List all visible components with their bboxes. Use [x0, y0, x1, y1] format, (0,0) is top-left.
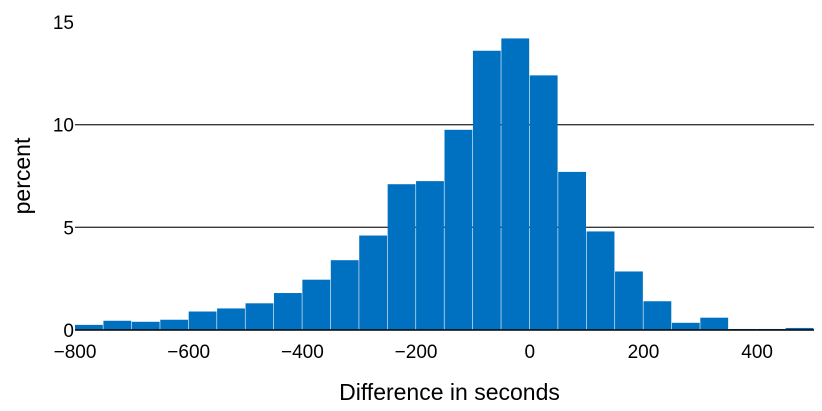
histogram-bar-9 [330, 260, 359, 330]
histogram-bar-0 [75, 324, 103, 330]
histogram-bar-7 [273, 293, 302, 330]
y-tick-label: 10 [53, 116, 74, 137]
x-tick-label: 400 [741, 342, 773, 363]
histogram-bar-20 [643, 301, 672, 330]
x-tick-label: −200 [395, 342, 438, 363]
histogram-bar-14 [472, 50, 501, 330]
histogram-bar-17 [558, 171, 587, 330]
y-tick-label: 15 [53, 13, 74, 34]
histogram-bar-12 [416, 181, 444, 330]
histogram-bar-11 [387, 184, 416, 330]
y-tick-label: 5 [63, 218, 74, 239]
x-tick-label: −600 [167, 342, 210, 363]
histogram-bar-10 [359, 235, 388, 330]
x-tick-label: −800 [54, 342, 97, 363]
histogram-bar-22 [700, 317, 729, 330]
histogram-bar-6 [245, 303, 274, 330]
x-tick-label: −400 [281, 342, 324, 363]
x-tick-label: 200 [628, 342, 660, 363]
histogram-bar-1 [103, 320, 132, 330]
histogram-bar-2 [131, 321, 160, 330]
histogram-bar-5 [217, 308, 245, 330]
y-axis-title: percent [9, 137, 35, 214]
histogram-bar-13 [444, 129, 473, 330]
histogram-bar-19 [615, 271, 643, 330]
histogram-bar-3 [160, 319, 189, 330]
histogram-bar-8 [302, 279, 331, 330]
histogram-bar-4 [188, 311, 217, 330]
histogram-bar-15 [501, 38, 530, 330]
bar-layer [75, 38, 814, 331]
y-tick-labels: 0 5 10 15 [53, 13, 74, 342]
histogram-bar-18 [586, 231, 615, 330]
histogram-bar-16 [529, 75, 558, 331]
histogram-bar-25 [785, 327, 814, 330]
x-tick-label: 0 [524, 342, 535, 363]
x-tick-labels: −800 −600 −400 −200 0 200 400 [54, 342, 773, 363]
x-axis-title: Difference in seconds [339, 379, 560, 405]
y-tick-label: 0 [63, 321, 74, 342]
histogram-bar-21 [671, 322, 700, 330]
